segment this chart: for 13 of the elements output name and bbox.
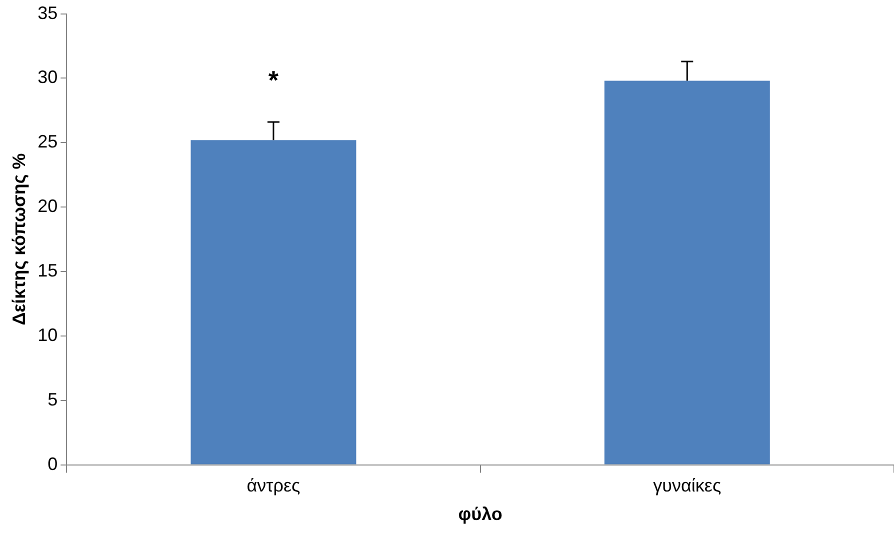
y-tick-label: 25 bbox=[38, 132, 58, 152]
y-tick-label: 20 bbox=[38, 196, 58, 216]
x-axis-title: φύλο bbox=[458, 504, 502, 524]
y-tick-label: 35 bbox=[38, 2, 58, 23]
x-tick-label: άντρες bbox=[246, 476, 301, 496]
y-tick-label: 5 bbox=[48, 389, 58, 410]
annotation: * bbox=[268, 65, 280, 96]
y-tick-label: 15 bbox=[38, 260, 58, 280]
y-tick-label: 0 bbox=[48, 454, 58, 474]
x-tick-label: γυναίκες bbox=[653, 476, 722, 496]
y-axis-title: Δείκτης κόπωσης % bbox=[8, 153, 29, 326]
y-tick-label: 30 bbox=[38, 67, 58, 88]
y-tick-label: 10 bbox=[38, 324, 58, 345]
